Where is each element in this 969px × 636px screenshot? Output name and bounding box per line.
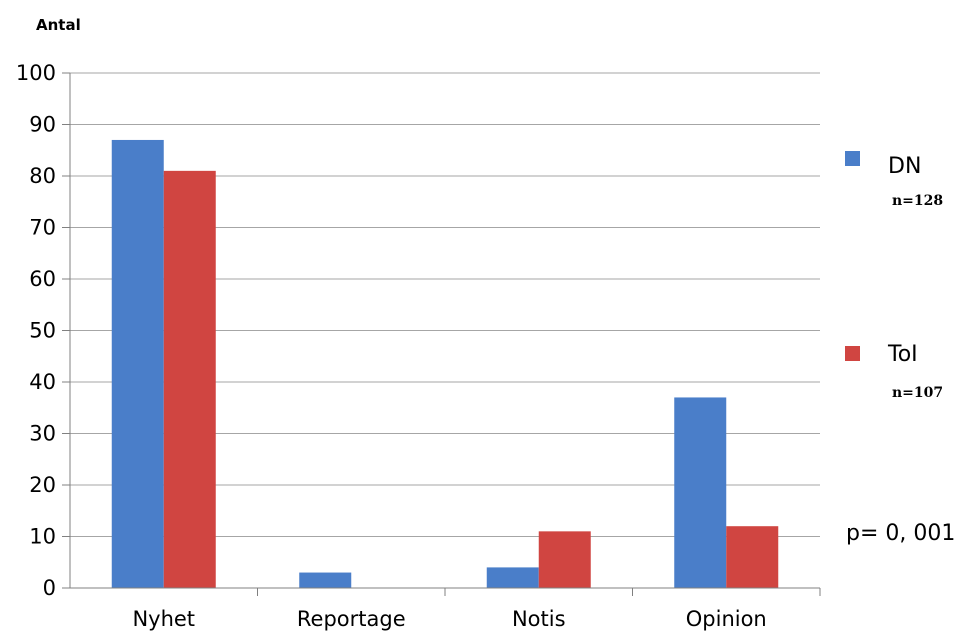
y-tick-label: 10 (29, 525, 56, 549)
y-tick-label: 40 (29, 370, 56, 394)
bar-dn-opinion (674, 397, 727, 588)
x-tick-label: Opinion (686, 607, 767, 631)
bar-toi-opinion (726, 526, 779, 588)
legend-item-toi: ToI n=107 (845, 342, 943, 401)
x-tick-label: Notis (512, 607, 566, 631)
bar-dn-nyhet (111, 139, 164, 588)
y-tick-label: 80 (29, 164, 56, 188)
y-tick-label: 90 (29, 113, 56, 137)
x-axis-ticks: Nyhet Reportage Notis Opinion (132, 588, 821, 631)
y-tick-label: 0 (43, 576, 56, 600)
legend-swatch-dn (845, 151, 860, 166)
y-tick-label: 70 (29, 216, 56, 240)
legend-label-toi: ToI (887, 342, 918, 367)
legend-item-dn: DN n=128 (845, 151, 943, 209)
bar-dn-reportage (299, 572, 352, 588)
x-tick-label: Reportage (297, 607, 406, 631)
legend-label-dn: DN (888, 154, 921, 179)
legend-n-toi: n=107 (892, 385, 943, 401)
y-tick-label: 60 (29, 267, 56, 291)
legend: DN n=128 ToI n=107 (845, 151, 943, 401)
legend-swatch-toi (845, 346, 860, 361)
y-tick-label: 50 (29, 319, 56, 343)
legend-n-dn: n=128 (892, 193, 943, 209)
bar-toi-nyhet (163, 170, 216, 588)
y-tick-label: 30 (29, 422, 56, 446)
y-axis-title: Antal (36, 16, 81, 34)
bars (111, 139, 779, 588)
p-value-annotation: p= 0, 001 (846, 521, 955, 546)
y-axis-ticks: 0 10 20 30 40 50 60 70 80 90 100 (16, 61, 70, 600)
y-tick-label: 100 (16, 61, 56, 85)
x-tick-label: Nyhet (132, 607, 195, 631)
bar-dn-notis (486, 567, 539, 588)
bar-toi-notis (538, 531, 591, 588)
y-tick-label: 20 (29, 473, 56, 497)
